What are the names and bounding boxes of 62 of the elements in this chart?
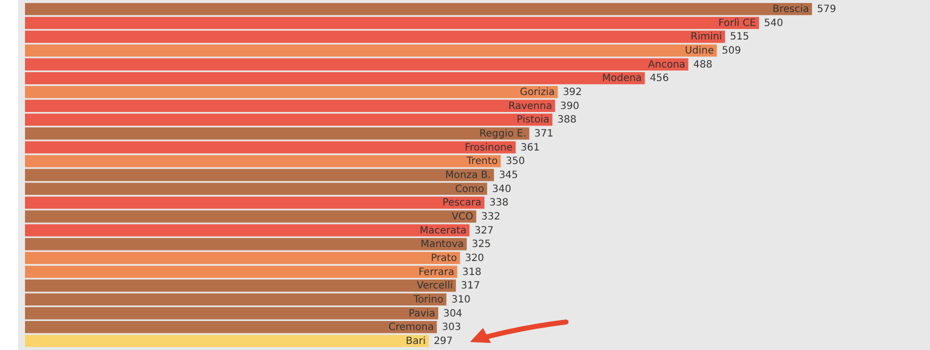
y-tick-label: Modena <box>602 73 642 84</box>
y-tick-label: Pavia <box>408 308 436 320</box>
y-tick-label: Gorizia <box>520 87 555 98</box>
y-tick-label: Ferrara <box>418 266 454 278</box>
data-label: 456 <box>650 73 669 84</box>
bar <box>25 210 476 223</box>
bar <box>25 3 812 16</box>
data-label: 488 <box>693 59 712 70</box>
y-tick-label: Ancona <box>648 59 686 70</box>
data-label: 350 <box>506 156 525 168</box>
data-label: 332 <box>481 211 500 222</box>
y-tick-label: Trento <box>466 156 498 168</box>
data-label: 540 <box>764 18 784 29</box>
data-label: 297 <box>434 336 453 347</box>
y-tick-label: Pistoia <box>516 114 550 126</box>
data-label: 318 <box>462 266 482 278</box>
data-label: 345 <box>498 170 518 181</box>
data-label: 317 <box>460 280 480 292</box>
data-label: 390 <box>560 100 580 112</box>
y-tick-label: Prato <box>430 252 457 264</box>
data-label: 340 <box>492 184 512 195</box>
data-label: 325 <box>472 239 491 250</box>
bar <box>25 127 530 140</box>
data-label: 509 <box>722 46 741 57</box>
y-tick-label: Bari <box>406 336 426 347</box>
data-label: 320 <box>464 252 484 264</box>
y-tick-label: Macerata <box>420 225 466 236</box>
bar <box>25 224 470 236</box>
bar <box>25 155 501 168</box>
y-tick-label: Vercelli <box>416 280 453 292</box>
data-label: 392 <box>562 87 582 98</box>
y-tick-label: Brescia <box>772 4 809 16</box>
bar <box>25 86 558 98</box>
bar <box>25 44 717 57</box>
bar <box>25 334 429 347</box>
y-tick-label: Frosinone <box>464 142 513 154</box>
y-tick-label: Ravenna <box>508 100 552 112</box>
y-tick-label: Pescara <box>442 198 482 209</box>
data-label: 371 <box>534 128 554 140</box>
y-tick-label: Forlì CE <box>718 18 756 29</box>
bar <box>25 238 467 250</box>
bar <box>25 141 516 154</box>
bar <box>25 280 456 292</box>
y-tick-label: Mantova <box>420 239 464 250</box>
data-label: 310 <box>451 294 470 306</box>
data-label: 303 <box>442 322 461 334</box>
data-label: 338 <box>489 198 509 209</box>
y-tick-label: Reggio E. <box>479 128 526 140</box>
data-label: 327 <box>474 225 494 236</box>
y-tick-label: Cremona <box>388 322 434 334</box>
y-tick-label: Monza B. <box>445 170 491 181</box>
data-label: 304 <box>443 308 462 320</box>
y-tick-label: Torino <box>412 294 444 306</box>
bar <box>25 196 484 209</box>
y-tick-label: Rimini <box>690 32 722 43</box>
data-label: 515 <box>730 32 750 43</box>
y-tick-label: VCO <box>452 211 474 222</box>
y-tick-label: Udine <box>684 46 714 57</box>
data-label: 579 <box>817 4 836 16</box>
y-tick-label: Como <box>455 184 484 195</box>
data-label: 388 <box>557 114 576 126</box>
data-label: 361 <box>520 142 540 154</box>
